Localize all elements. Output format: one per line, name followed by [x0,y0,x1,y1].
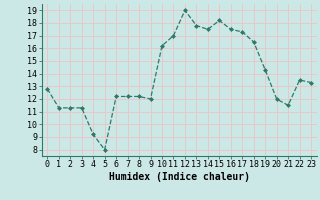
X-axis label: Humidex (Indice chaleur): Humidex (Indice chaleur) [109,172,250,182]
